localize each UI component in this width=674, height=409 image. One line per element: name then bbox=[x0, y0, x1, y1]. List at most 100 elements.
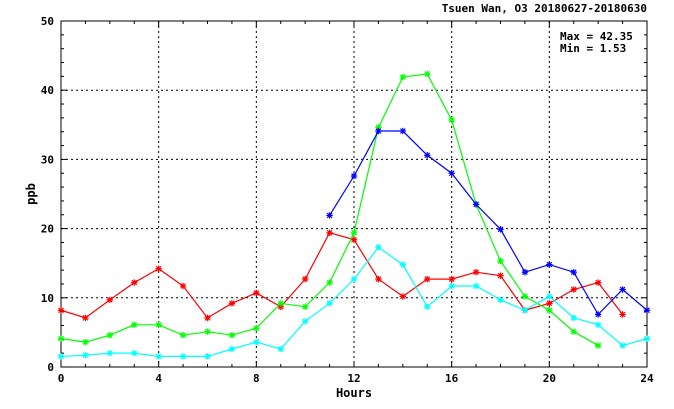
data-point bbox=[277, 345, 284, 353]
data-point bbox=[521, 293, 529, 300]
data-point bbox=[326, 229, 333, 236]
data-point bbox=[399, 127, 407, 135]
data-point bbox=[326, 279, 333, 286]
data-point bbox=[155, 321, 162, 328]
y-tick-label: 30 bbox=[41, 153, 54, 166]
y-tick-label: 10 bbox=[41, 292, 54, 305]
data-point bbox=[301, 303, 309, 310]
data-point bbox=[301, 318, 309, 325]
data-point bbox=[424, 275, 431, 283]
series-2 bbox=[57, 70, 602, 349]
data-point bbox=[546, 293, 553, 300]
y-axis-title: ppb bbox=[24, 183, 38, 205]
series-line bbox=[329, 130, 648, 316]
data-point bbox=[301, 275, 309, 283]
data-point bbox=[448, 116, 455, 124]
y-tick-label: 50 bbox=[41, 15, 54, 28]
data-point bbox=[57, 307, 65, 314]
data-point bbox=[106, 296, 114, 304]
x-tick-label: 20 bbox=[543, 372, 556, 385]
data-point bbox=[497, 226, 504, 233]
data-point bbox=[179, 331, 187, 339]
data-point bbox=[424, 303, 431, 310]
x-tick-label: 24 bbox=[640, 372, 654, 385]
data-point bbox=[546, 300, 553, 307]
data-point bbox=[399, 261, 407, 268]
data-point bbox=[228, 300, 236, 307]
data-point bbox=[643, 335, 651, 342]
data-point bbox=[253, 289, 260, 297]
data-point bbox=[131, 349, 138, 357]
data-point bbox=[350, 172, 358, 180]
series-1 bbox=[57, 229, 626, 322]
data-point bbox=[570, 268, 577, 276]
data-point bbox=[546, 261, 553, 268]
data-point bbox=[155, 353, 162, 360]
data-point bbox=[472, 268, 480, 276]
data-point bbox=[472, 201, 480, 208]
data-point bbox=[424, 152, 431, 159]
data-point bbox=[521, 268, 529, 276]
data-point bbox=[131, 321, 138, 328]
data-point bbox=[570, 328, 577, 335]
data-point bbox=[106, 349, 114, 357]
series-3 bbox=[326, 127, 651, 318]
data-point bbox=[253, 338, 260, 346]
grid-lines bbox=[61, 21, 647, 367]
y-tick-label: 40 bbox=[41, 84, 54, 97]
data-point bbox=[594, 279, 602, 286]
x-tick-label: 0 bbox=[58, 372, 65, 385]
data-point bbox=[497, 257, 504, 265]
data-point bbox=[326, 212, 333, 219]
data-point bbox=[375, 127, 382, 135]
data-point bbox=[253, 325, 260, 332]
x-tick-label: 12 bbox=[347, 372, 360, 385]
data-point bbox=[350, 236, 358, 243]
data-point bbox=[594, 342, 602, 349]
data-point bbox=[448, 275, 455, 283]
data-point bbox=[155, 265, 162, 272]
data-point bbox=[228, 331, 236, 339]
data-point bbox=[472, 282, 480, 290]
data-point bbox=[643, 307, 651, 314]
y-tick-label: 20 bbox=[41, 223, 54, 236]
chart-title: Tsuen Wan, O3 20180627-20180630 bbox=[442, 2, 647, 15]
data-point bbox=[497, 296, 504, 304]
data-point bbox=[448, 282, 455, 290]
x-tick-label: 8 bbox=[253, 372, 260, 385]
data-point bbox=[399, 73, 407, 81]
axes-ticks: 0 4 8 12 16 20 24 0 10 20 30 40 50 bbox=[41, 15, 654, 385]
data-point bbox=[497, 272, 504, 279]
data-point bbox=[179, 282, 187, 290]
x-tick-label: 16 bbox=[445, 372, 459, 385]
min-label: Min = 1.53 bbox=[560, 42, 626, 55]
data-point bbox=[399, 293, 407, 300]
x-axis-title: Hours bbox=[336, 386, 372, 400]
x-tick-label: 4 bbox=[155, 372, 162, 385]
data-point bbox=[228, 345, 236, 353]
data-point bbox=[594, 321, 602, 328]
data-point bbox=[179, 353, 187, 360]
y-tick-label: 0 bbox=[47, 361, 54, 374]
max-label: Max = 42.35 bbox=[560, 30, 633, 43]
data-point bbox=[82, 352, 89, 359]
data-point bbox=[350, 229, 358, 236]
data-point bbox=[57, 335, 65, 342]
data-point bbox=[570, 314, 577, 322]
data-point bbox=[521, 307, 529, 314]
data-point bbox=[204, 353, 211, 360]
data-point bbox=[131, 279, 138, 286]
data-point bbox=[570, 286, 577, 293]
data-point bbox=[619, 286, 626, 293]
data-point bbox=[82, 338, 89, 346]
series-line bbox=[60, 232, 624, 319]
data-point bbox=[594, 311, 602, 318]
data-point bbox=[350, 275, 358, 283]
data-point bbox=[57, 353, 65, 360]
data-point bbox=[619, 342, 626, 349]
data-point bbox=[619, 311, 626, 318]
data-point bbox=[82, 314, 89, 322]
data-point bbox=[204, 314, 211, 322]
data-point bbox=[424, 70, 431, 78]
